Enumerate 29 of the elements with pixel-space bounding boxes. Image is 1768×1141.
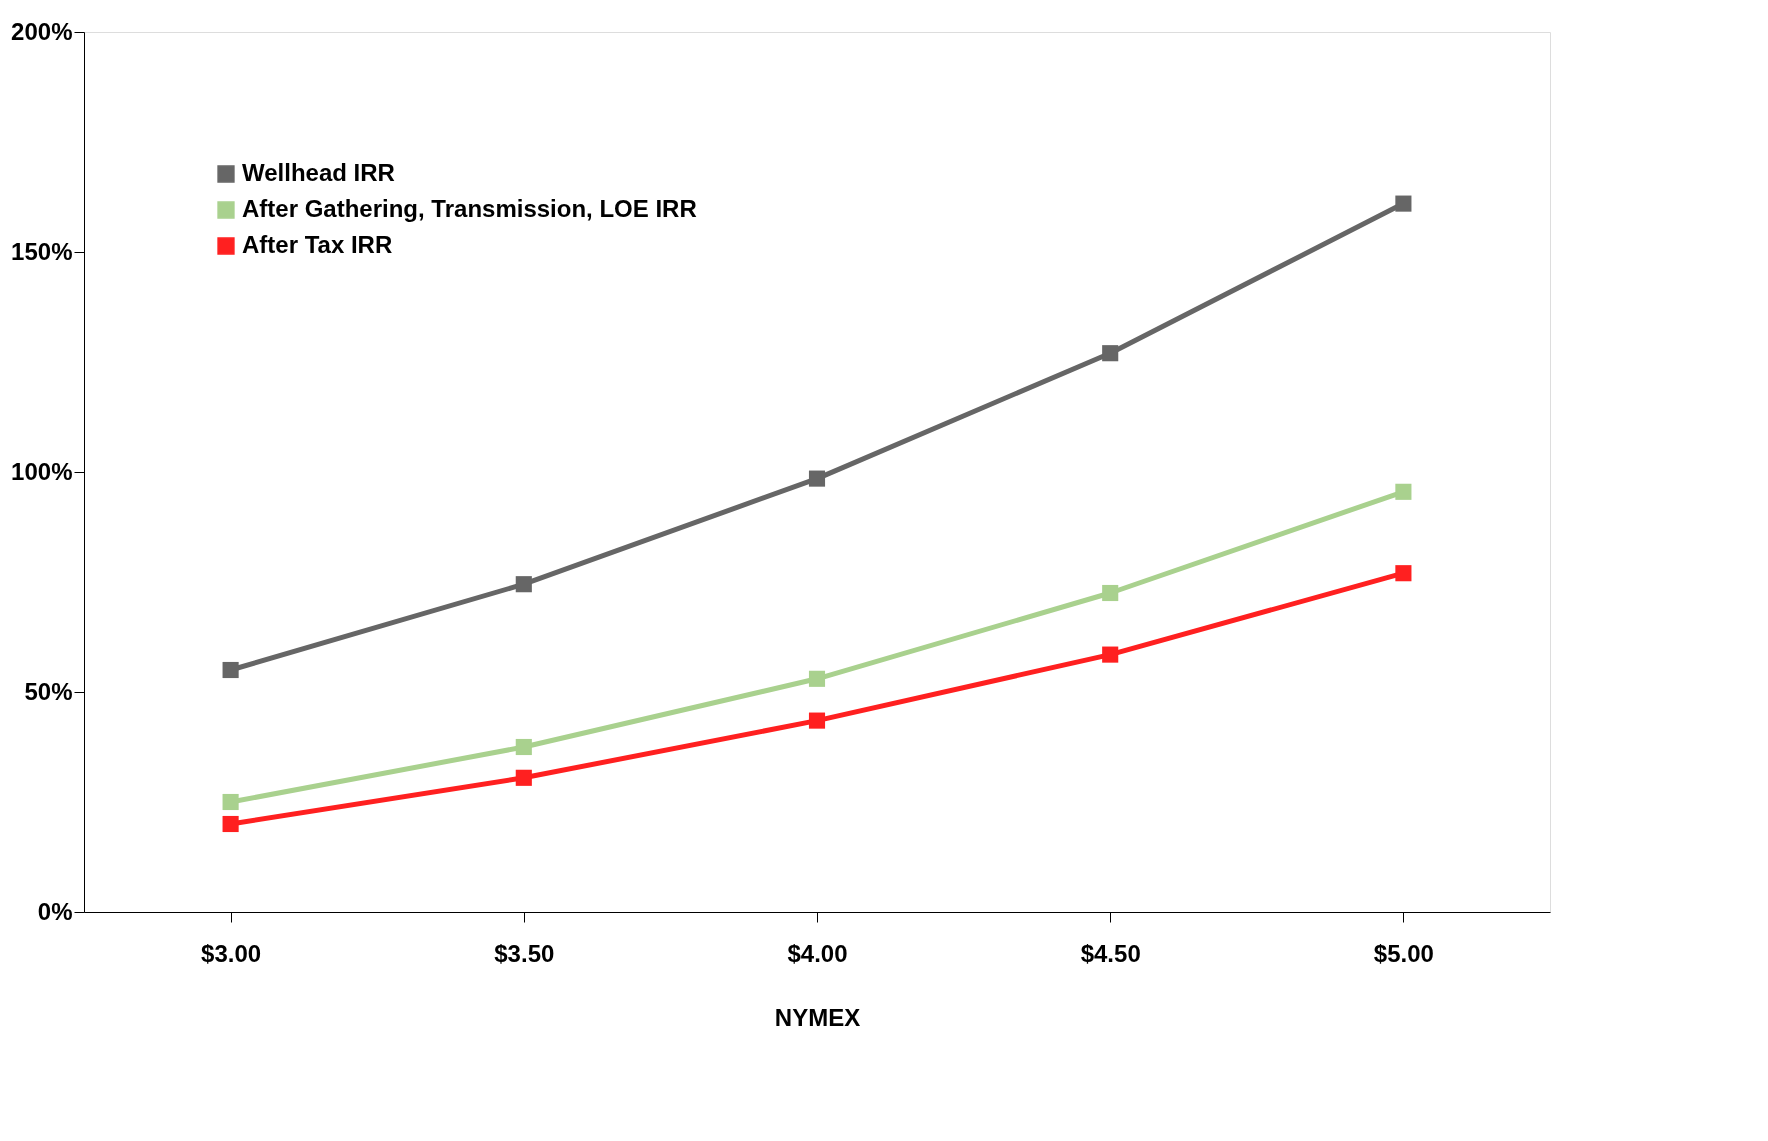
point [1102, 646, 1119, 663]
y-tick-label: 200% [11, 17, 73, 45]
x-axis-title: NYMEX [774, 1003, 861, 1031]
point [808, 470, 826, 487]
x-tick-label: $4.00 [787, 939, 848, 967]
point [222, 661, 239, 679]
y-tick-label: 0% [37, 897, 73, 925]
point [1395, 483, 1412, 500]
point [222, 815, 239, 833]
point [1102, 345, 1119, 362]
point [222, 793, 239, 811]
legend-label: Wellhead IRR [242, 159, 395, 186]
point [1395, 195, 1412, 212]
x-tick-label: $4.50 [1080, 939, 1141, 967]
legend-label: After Gathering, Transmission, LOE IRR [242, 195, 697, 222]
point [808, 712, 826, 729]
point [515, 769, 532, 786]
point [1102, 584, 1119, 602]
x-tick-label: $5.00 [1373, 939, 1434, 967]
point [515, 576, 532, 593]
x-tick-label: $3.00 [201, 939, 262, 967]
point [515, 738, 532, 756]
y-tick-label: 50% [24, 677, 73, 705]
y-tick-label: 150% [11, 237, 73, 265]
legend-label: After Tax IRR [242, 231, 393, 258]
point [1395, 565, 1412, 582]
y-tick-label: 100% [11, 457, 73, 485]
x-tick-label: $3.50 [494, 939, 555, 967]
point [808, 670, 826, 687]
